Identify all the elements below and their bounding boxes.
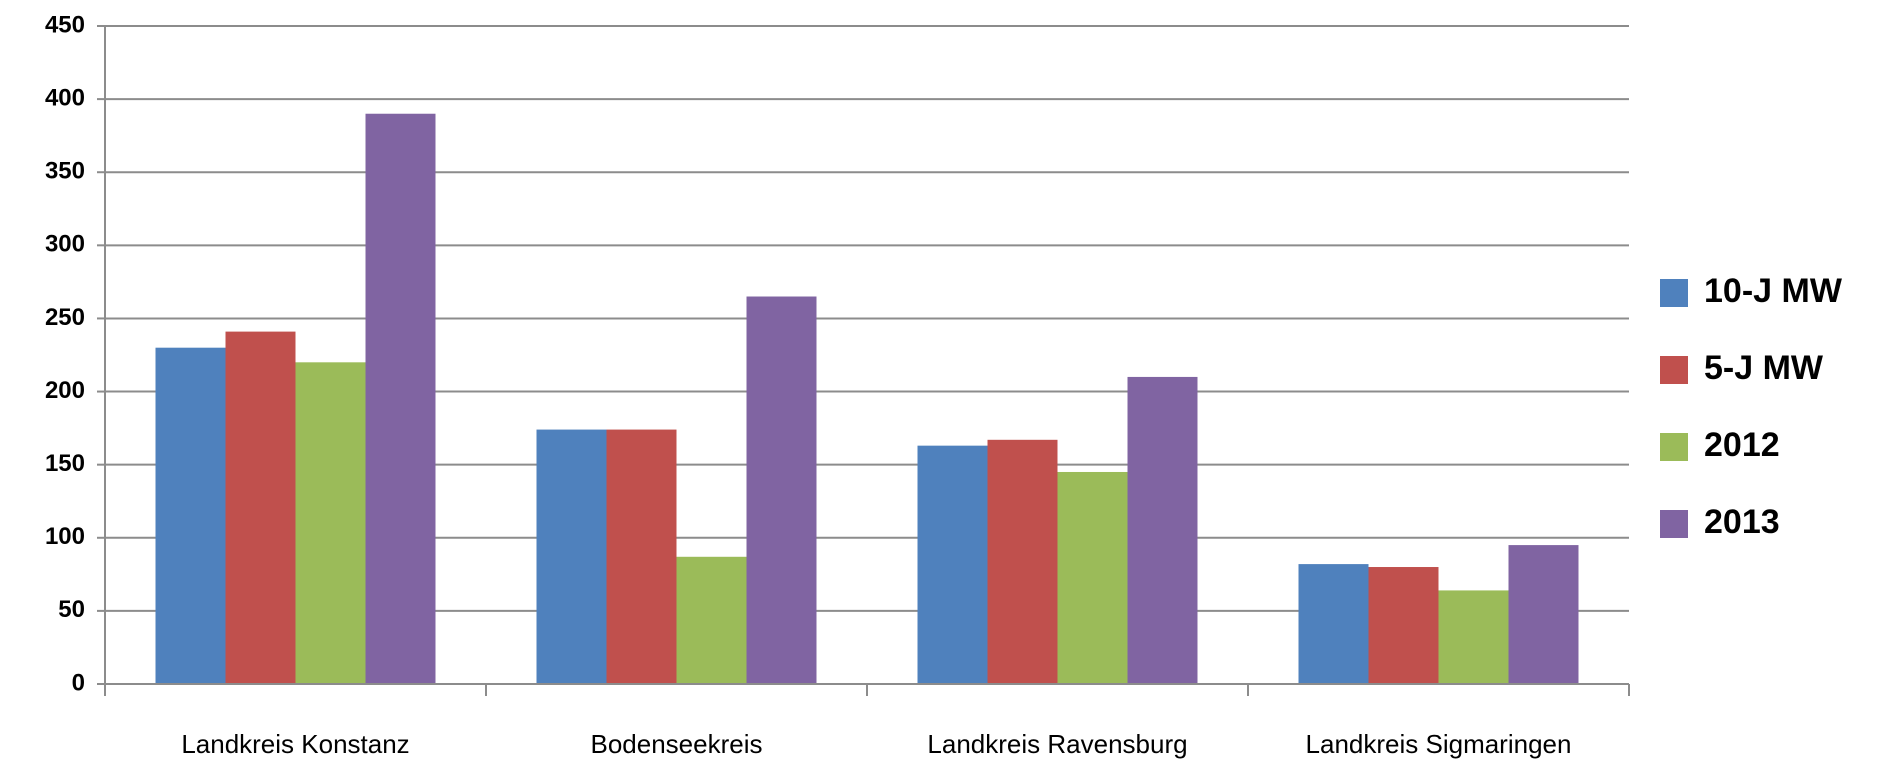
y-tick-label: 250 xyxy=(45,304,85,331)
y-tick-label: 350 xyxy=(45,158,85,185)
bar xyxy=(1298,564,1369,684)
x-tick-label: Landkreis Sigmaringen xyxy=(1306,729,1572,759)
x-tick-label: Landkreis Konstanz xyxy=(181,729,409,759)
bar xyxy=(295,362,366,684)
bar xyxy=(746,296,817,684)
bar xyxy=(365,113,436,684)
y-tick-label: 0 xyxy=(72,669,85,696)
bar xyxy=(987,439,1058,684)
legend-swatch xyxy=(1660,510,1688,538)
bar xyxy=(606,429,677,684)
legend-label: 10-J MW xyxy=(1704,272,1843,310)
legend-label: 2013 xyxy=(1704,503,1780,541)
legend-swatch xyxy=(1660,279,1688,307)
bar xyxy=(1368,567,1439,684)
y-tick-label: 100 xyxy=(45,523,85,550)
x-tick-label: Bodenseekreis xyxy=(591,729,763,759)
bar xyxy=(1438,590,1509,684)
y-tick-label: 50 xyxy=(58,596,85,623)
legend-swatch xyxy=(1660,433,1688,461)
bar xyxy=(1508,545,1579,684)
y-tick-label: 300 xyxy=(45,231,85,258)
bar xyxy=(676,556,747,684)
bar xyxy=(917,445,988,684)
y-tick-label: 400 xyxy=(45,84,85,111)
bar xyxy=(225,331,296,684)
y-tick-label: 200 xyxy=(45,377,85,404)
y-tick-label: 450 xyxy=(45,11,85,38)
y-tick-label: 150 xyxy=(45,450,85,477)
bar xyxy=(1127,376,1198,684)
bar xyxy=(1057,471,1128,684)
legend-label: 2012 xyxy=(1704,426,1780,464)
legend-swatch xyxy=(1660,356,1688,384)
legend-label: 5-J MW xyxy=(1704,349,1824,387)
x-tick-label: Landkreis Ravensburg xyxy=(927,729,1187,759)
bar xyxy=(155,347,226,684)
bar xyxy=(536,429,607,684)
